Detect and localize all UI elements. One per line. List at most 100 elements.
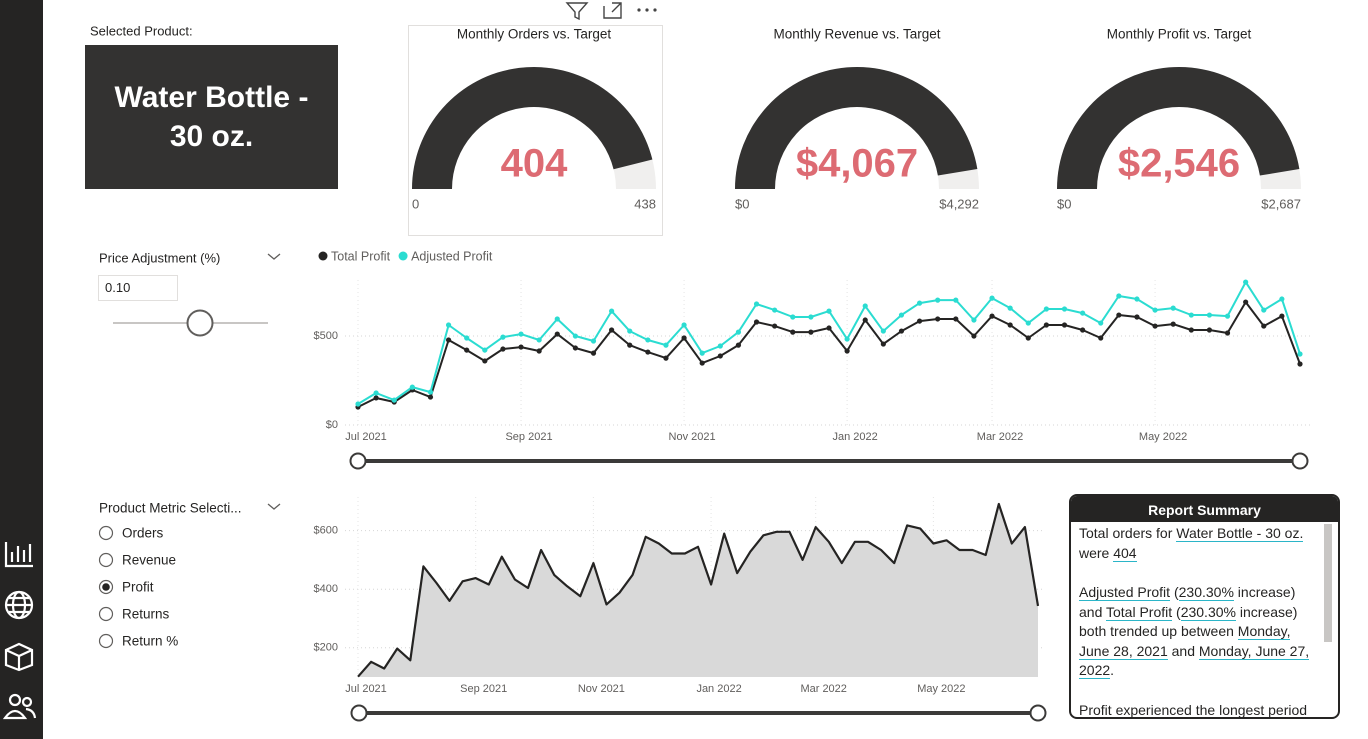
point bbox=[1224, 313, 1231, 319]
date-range-end[interactable] bbox=[1029, 704, 1047, 722]
point bbox=[953, 297, 959, 303]
point bbox=[1297, 361, 1303, 367]
report-icon[interactable] bbox=[4, 542, 33, 568]
radio[interactable] bbox=[98, 552, 114, 568]
gauge-value: $4,067 bbox=[796, 142, 918, 186]
visual-header bbox=[565, 2, 657, 21]
point bbox=[572, 333, 578, 339]
radio[interactable] bbox=[98, 633, 114, 649]
point bbox=[826, 325, 832, 331]
point bbox=[1297, 351, 1303, 357]
point bbox=[1098, 320, 1104, 326]
point bbox=[772, 307, 778, 313]
y-tick-label: $400 bbox=[314, 583, 338, 595]
point bbox=[663, 342, 669, 348]
radio-label[interactable]: Return % bbox=[122, 634, 178, 649]
point bbox=[699, 360, 705, 366]
customer-icon[interactable] bbox=[2, 693, 37, 720]
legend-label: Total Profit bbox=[331, 249, 391, 263]
point bbox=[1061, 322, 1068, 328]
point bbox=[935, 297, 941, 303]
point bbox=[844, 336, 850, 342]
date-range-start[interactable] bbox=[350, 704, 368, 722]
point bbox=[609, 327, 615, 333]
slicer-chevron[interactable] bbox=[267, 253, 281, 260]
point bbox=[1261, 307, 1267, 313]
x-tick-label: Mar 2022 bbox=[977, 431, 1023, 443]
gauge-max: $4,292 bbox=[939, 196, 979, 211]
scrollbar[interactable] bbox=[1324, 524, 1332, 642]
summary-text: ( bbox=[1172, 603, 1181, 620]
radio[interactable] bbox=[98, 606, 114, 622]
slicer-title: Price Adjustment (%) bbox=[99, 250, 220, 265]
radio-label[interactable]: Returns bbox=[122, 607, 170, 622]
point bbox=[500, 346, 506, 352]
radio-label[interactable]: Revenue bbox=[122, 553, 176, 568]
point bbox=[554, 316, 560, 322]
point bbox=[1279, 296, 1285, 302]
date-range-start[interactable] bbox=[349, 452, 367, 470]
x-tick-label: Jan 2022 bbox=[832, 431, 877, 443]
gauge-min: 0 bbox=[412, 196, 419, 211]
point bbox=[935, 316, 941, 322]
point bbox=[663, 355, 669, 361]
point bbox=[826, 308, 832, 314]
date-range-end[interactable] bbox=[1291, 452, 1309, 470]
map-icon[interactable] bbox=[4, 590, 34, 620]
product-icon[interactable] bbox=[4, 642, 34, 672]
line bbox=[357, 502, 1040, 678]
gauge-title: Monthly Orders vs. Target bbox=[457, 27, 612, 42]
filter-icon[interactable] bbox=[565, 2, 589, 21]
point bbox=[790, 329, 796, 335]
x-tick-label: Sep 2021 bbox=[460, 683, 507, 695]
slicer-input[interactable]: 0.10 bbox=[98, 275, 178, 301]
gauge-title: Monthly Revenue vs. Target bbox=[773, 27, 940, 42]
radio[interactable] bbox=[98, 525, 114, 541]
x-tick-label: Nov 2021 bbox=[578, 683, 625, 695]
point bbox=[373, 395, 379, 401]
line bbox=[357, 301, 1301, 408]
point bbox=[1279, 313, 1285, 319]
point bbox=[772, 323, 778, 329]
point bbox=[355, 401, 361, 407]
radio-label[interactable]: Orders bbox=[122, 526, 164, 541]
summary-highlight: Adjusted Profit bbox=[1079, 584, 1171, 601]
gauge-max: $2,687 bbox=[1261, 196, 1301, 211]
point bbox=[953, 316, 959, 322]
y-tick-label: $600 bbox=[314, 525, 338, 537]
point bbox=[464, 347, 470, 353]
point bbox=[1116, 293, 1122, 299]
line bbox=[357, 281, 1301, 405]
radio-label[interactable]: Profit bbox=[122, 580, 154, 595]
point bbox=[753, 319, 760, 325]
gauge-value: 404 bbox=[501, 142, 568, 186]
card-label: Selected Product: bbox=[90, 23, 193, 38]
point bbox=[1043, 322, 1049, 328]
point bbox=[1152, 323, 1158, 329]
legend-label: Adjusted Profit bbox=[411, 249, 493, 263]
point bbox=[445, 322, 452, 328]
summary-highlight: Monday, June 27, 2022 bbox=[1079, 642, 1310, 679]
x-tick-label: Jan 2022 bbox=[696, 683, 741, 695]
summary-text: Profit experienced the longest period bbox=[1079, 701, 1308, 718]
more-options[interactable] bbox=[637, 8, 657, 12]
summary-text: and bbox=[1167, 642, 1199, 659]
point bbox=[753, 301, 760, 307]
selector-chevron[interactable] bbox=[267, 503, 281, 510]
report-summary: Report Summary Total orders for Water Bo… bbox=[1069, 494, 1340, 719]
summary-paragraph: Adjusted Profit (230.30% increase) and T… bbox=[1079, 583, 1318, 681]
point bbox=[500, 334, 506, 340]
point bbox=[1007, 322, 1013, 328]
gauge-min: $0 bbox=[735, 196, 749, 211]
focus-icon[interactable] bbox=[603, 2, 622, 19]
x-tick-label: Sep 2021 bbox=[505, 431, 552, 443]
point bbox=[808, 329, 814, 335]
point bbox=[1025, 335, 1031, 341]
point bbox=[971, 317, 977, 323]
slider-handle[interactable] bbox=[186, 309, 214, 337]
selector-title: Product Metric Selecti... bbox=[99, 501, 242, 516]
point bbox=[916, 300, 923, 306]
summary-highlight: 404 bbox=[1113, 544, 1137, 562]
point bbox=[536, 348, 542, 354]
